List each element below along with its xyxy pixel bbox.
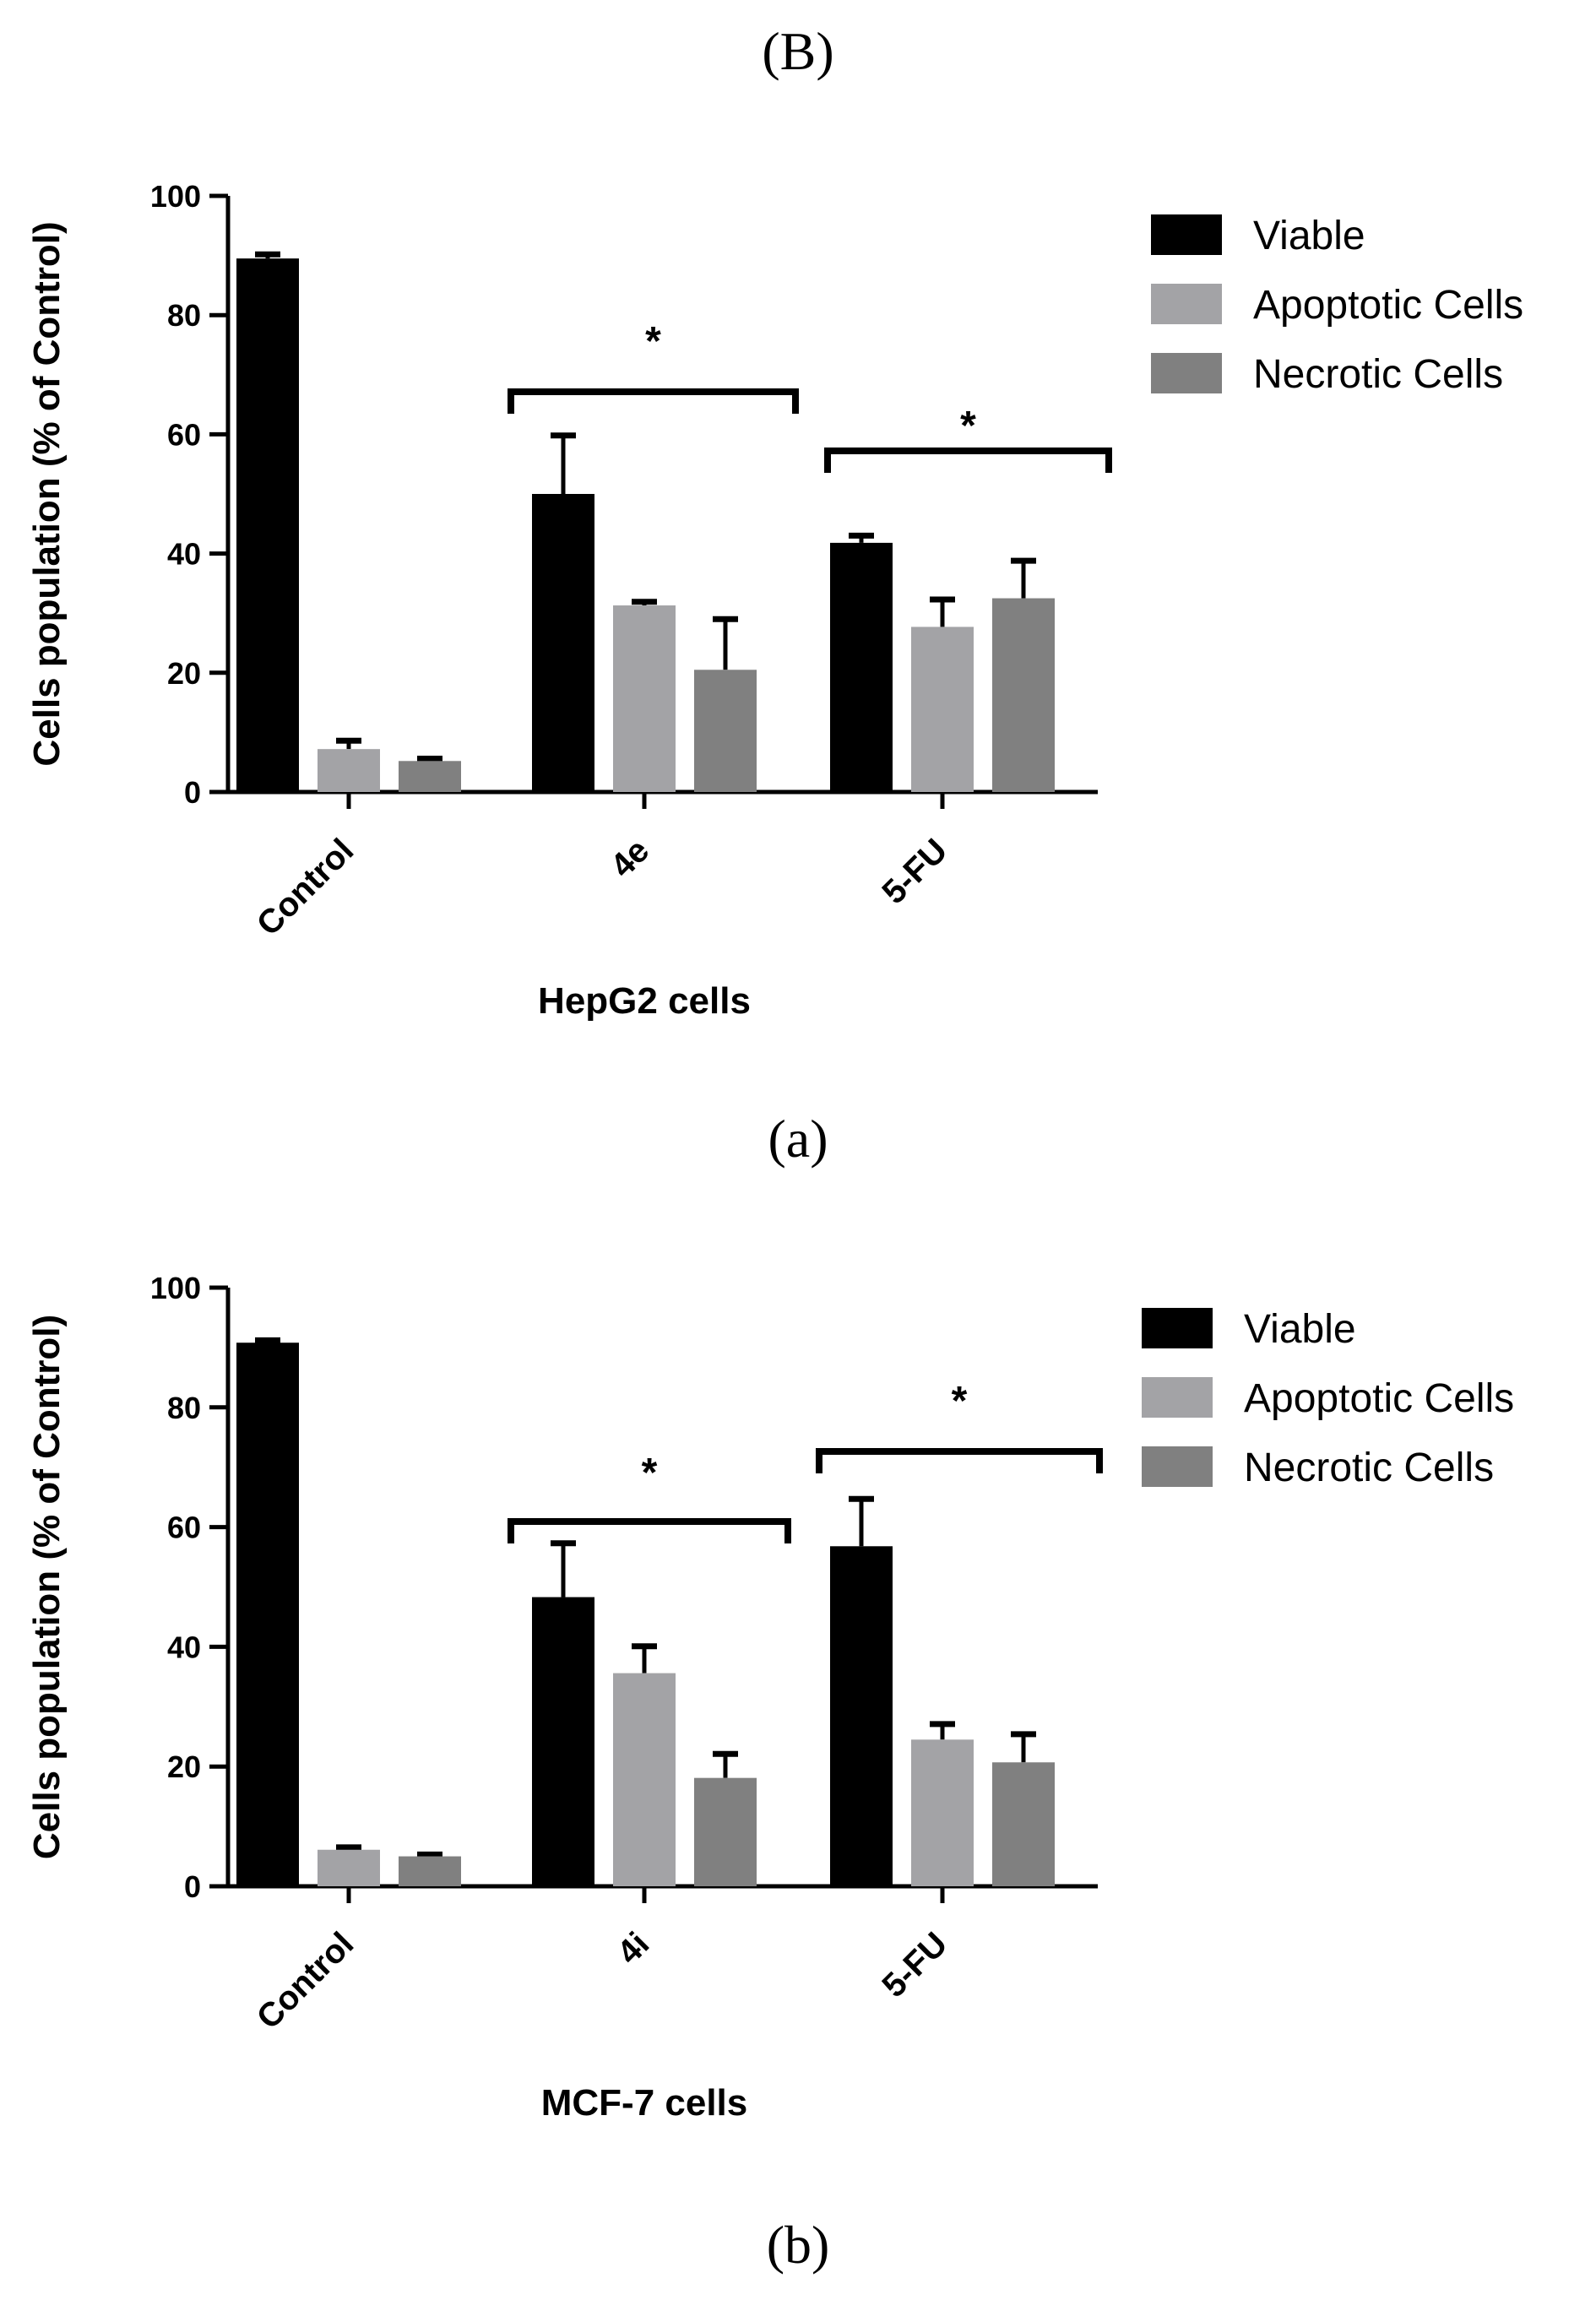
y-tick-label: 0: [184, 775, 201, 810]
bar-4e-viable: [532, 494, 594, 792]
bar-control-apoptotic-cells: [318, 749, 380, 792]
x-category-label: 5-FU: [875, 832, 954, 911]
significance-bracket: [816, 1448, 1103, 1473]
y-tick-label: 80: [167, 1391, 201, 1425]
y-tick-label: 80: [167, 298, 201, 333]
bar-control-necrotic-cells: [399, 1856, 461, 1886]
bar-4e-apoptotic-cells: [613, 605, 676, 792]
bar-4e-necrotic-cells: [694, 670, 757, 792]
chart-panel-a: 0 20 40 60 80 100 Cells population (% of Contr…: [26, 179, 1523, 1022]
bar-4i-necrotic-cells: [694, 1777, 757, 1886]
y-tick-label: 100: [150, 1271, 201, 1305]
y-tick-label: 20: [167, 1749, 201, 1784]
bar-4i-viable: [532, 1597, 594, 1886]
x-category-label: Control: [250, 832, 361, 943]
legend-swatch-viable: [1151, 214, 1222, 255]
panel-label-a: (a): [768, 1109, 828, 1169]
y-axis-title: Cells population (% of Control): [26, 1315, 68, 1859]
x-category-label: 4i: [611, 1925, 657, 1972]
significance-bracket: [508, 1518, 791, 1543]
y-axis-title: Cells population (% of Control): [26, 221, 68, 766]
legend-label: Apoptotic Cells: [1253, 283, 1523, 328]
bar-control-viable: [236, 258, 299, 792]
y-tick-label: 40: [167, 537, 201, 572]
significance-star: *: [960, 404, 976, 448]
legend-label: Necrotic Cells: [1253, 352, 1503, 397]
x-category-label: 5-FU: [875, 1925, 954, 2004]
y-tick-label: 20: [167, 656, 201, 691]
x-axis-title: MCF-7 cells: [541, 2082, 748, 2124]
bar-5-fu-apoptotic-cells: [911, 1739, 974, 1886]
y-tick-label: 60: [167, 417, 201, 452]
bar-5-fu-viable: [830, 542, 893, 792]
y-tick-label: 60: [167, 1511, 201, 1545]
y-tick-label: 100: [150, 179, 201, 214]
bar-5-fu-viable: [830, 1546, 893, 1886]
legend-swatch-apoptotic-cells: [1151, 284, 1222, 324]
significance-bracket: [824, 448, 1112, 473]
legend-swatch-viable: [1142, 1308, 1213, 1348]
legend-swatch-necrotic-cells: [1142, 1446, 1213, 1487]
significance-star: *: [645, 319, 661, 364]
bar-5-fu-necrotic-cells: [992, 1762, 1055, 1886]
bar-control-apoptotic-cells: [318, 1849, 380, 1886]
chart-panel-b: 0 20 40 60 80 100 Cells population (% of Contr…: [26, 1271, 1514, 2124]
bar-5-fu-necrotic-cells: [992, 598, 1055, 792]
panel-label-b: (b): [767, 2215, 830, 2275]
bar-control-necrotic-cells: [399, 761, 461, 792]
legend-label: Apoptotic Cells: [1244, 1376, 1514, 1421]
figure-top-label: (B): [762, 21, 833, 81]
significance-star: *: [642, 1451, 658, 1495]
x-axis-title: HepG2 cells: [538, 980, 751, 1022]
bar-5-fu-apoptotic-cells: [911, 627, 974, 792]
x-category-label: Control: [250, 1925, 361, 2037]
y-tick-label: 40: [167, 1630, 201, 1664]
significance-bracket: [508, 388, 799, 414]
bar-control-viable: [236, 1343, 299, 1886]
y-tick-label: 0: [184, 1869, 201, 1904]
bar-4i-apoptotic-cells: [613, 1673, 676, 1886]
significance-star: *: [952, 1379, 968, 1424]
legend-swatch-apoptotic-cells: [1142, 1377, 1213, 1418]
x-category-label: 4e: [604, 832, 657, 885]
legend-label: Necrotic Cells: [1244, 1446, 1494, 1490]
legend-swatch-necrotic-cells: [1151, 353, 1222, 393]
legend-label: Viable: [1244, 1307, 1356, 1352]
legend-label: Viable: [1253, 214, 1365, 258]
